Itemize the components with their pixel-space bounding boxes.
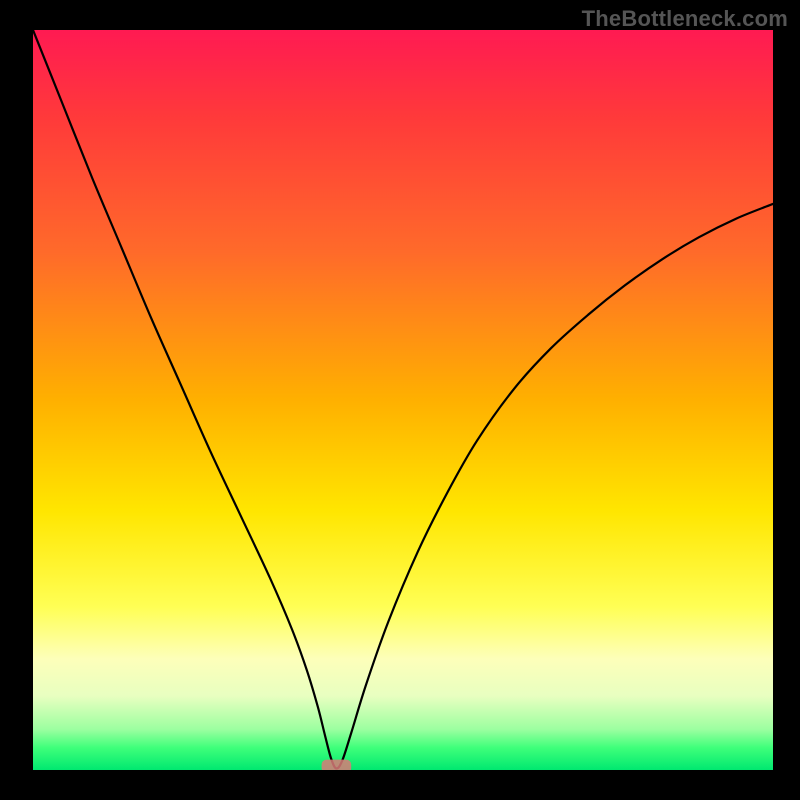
bottleneck-chart — [33, 30, 773, 770]
optimal-point-marker — [322, 760, 352, 770]
watermark-text: TheBottleneck.com — [582, 6, 788, 32]
chart-container — [33, 30, 773, 770]
gradient-background — [33, 30, 773, 770]
